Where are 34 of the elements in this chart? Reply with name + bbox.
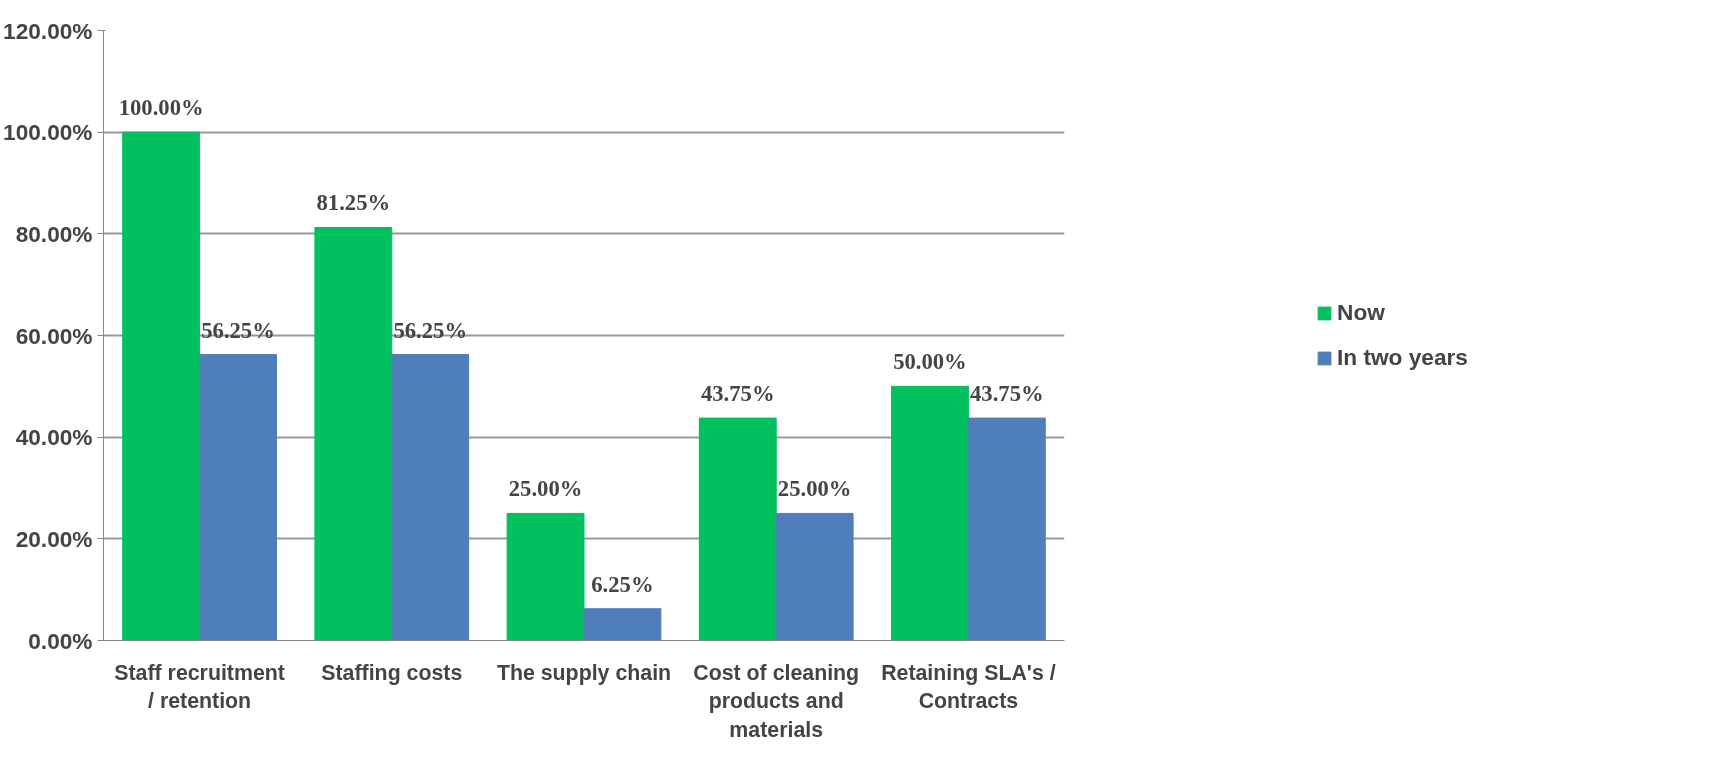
bar xyxy=(506,512,585,641)
data-label: 81.25% xyxy=(316,190,391,216)
y-tick-label: 100.00% xyxy=(3,119,93,146)
y-tick-label: 60.00% xyxy=(15,322,93,349)
x-tick-label: Staffing costs xyxy=(321,660,463,685)
data-label: 100.00% xyxy=(118,95,204,121)
x-tick-label: Cost of cleaning products and materials xyxy=(693,660,860,743)
data-label: 50.00% xyxy=(893,349,967,375)
bar xyxy=(391,354,470,641)
bar xyxy=(122,131,201,641)
bar xyxy=(314,226,393,641)
x-tick-label: Staff recruitment / retention xyxy=(114,660,285,714)
legend-label: Now xyxy=(1337,299,1385,326)
data-label: 56.25% xyxy=(393,317,468,343)
data-label: 6.25% xyxy=(591,571,654,597)
bar xyxy=(199,354,277,641)
y-tick-label: 40.00% xyxy=(15,424,93,451)
y-tick-label: 0.00% xyxy=(28,627,93,654)
data-label: 56.25% xyxy=(201,317,275,343)
legend-label: In two years xyxy=(1337,344,1468,371)
bar xyxy=(698,417,777,641)
bar xyxy=(775,512,854,641)
bar xyxy=(583,608,662,641)
data-label: 25.00% xyxy=(777,476,852,502)
y-tick-label: 80.00% xyxy=(15,220,93,247)
data-label: 25.00% xyxy=(508,476,583,502)
bar xyxy=(891,385,969,641)
x-tick-label: Retaining SLA's / Contracts xyxy=(881,660,1056,714)
data-label: 43.75% xyxy=(700,381,775,407)
y-tick-label: 20.00% xyxy=(15,525,93,552)
x-tick-label: The supply chain xyxy=(496,660,672,685)
y-tick-label: 120.00% xyxy=(3,17,93,44)
data-label: 43.75% xyxy=(970,381,1044,407)
bar xyxy=(967,417,1046,641)
